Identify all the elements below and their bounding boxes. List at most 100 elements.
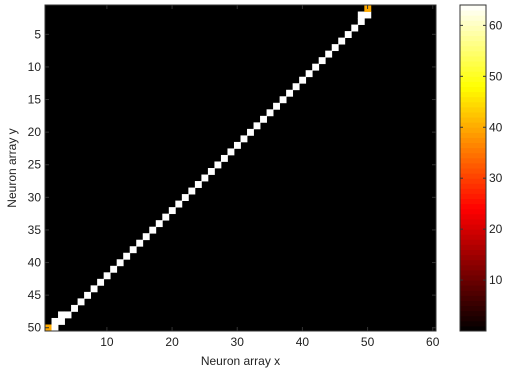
colorbar-strip [460,229,486,235]
x-tick-label: 20 [165,335,179,349]
y-tick-label: 35 [28,223,42,237]
heatmap-cell [266,109,274,117]
y-tick-label: 15 [28,93,42,107]
colorbar-strip [460,142,486,149]
x-tick-label: 60 [426,335,440,349]
colorbar-strip [460,188,486,194]
colorbar-strip [460,96,486,103]
colorbar-strip [460,193,486,200]
colorbar-strip [460,81,486,87]
colorbar-strip [460,198,486,205]
colorbar-strip [460,147,486,154]
heatmap-cell [110,265,118,273]
colorbar: 10 20 30 40 50 60 [459,4,503,332]
heatmap-cell [220,154,228,162]
colorbar-strip [460,234,486,240]
colorbar-strip [460,71,486,77]
heatmap-cell [58,311,65,319]
colorbar-strip [460,137,486,144]
heatmap-cell [325,50,333,58]
heatmap-cell [351,24,359,32]
y-axis-label: Neuron array y [5,128,19,207]
heatmap-cell [273,102,280,110]
colorbar-strip [460,111,486,118]
heatmap-cell [162,213,170,221]
colorbar-tick-label: 40 [489,120,503,134]
colorbar-strip [460,15,486,21]
colorbar-strip [460,157,486,164]
heatmap-cell [71,304,78,312]
heatmap-cell [97,278,105,286]
colorbar-strip [460,91,486,98]
heatmap-cell [299,76,307,84]
heatmap-cell [64,311,72,319]
colorbar-strip [460,40,486,47]
heatmap-cell [181,194,189,201]
colorbar-strip [460,122,486,128]
heatmap-cell [155,220,163,228]
colorbar-strip [460,152,486,159]
heatmap-cell [129,246,137,254]
colorbar-strip [460,101,486,108]
heatmap-cell [188,187,196,195]
x-tick-label: 40 [296,335,310,349]
colorbar-strip [460,30,486,37]
colorbar-strip [460,35,486,42]
colorbar-strip [460,50,486,57]
colorbar-tick-label: 60 [489,18,503,32]
colorbar-strip [460,213,486,220]
colorbar-strip [460,20,486,26]
colorbar-tick-label: 20 [489,222,503,236]
heatmap-cell [260,115,267,123]
colorbar-strip [460,325,486,332]
colorbar-tick-label: 10 [489,273,503,287]
colorbar-strip [460,168,486,174]
colorbar-strip [460,66,486,72]
colorbar-strip [460,117,486,123]
heatmap-cell [149,226,157,234]
colorbar-strip [460,76,486,82]
heatmap-cell [103,272,111,280]
heatmap-cell [357,18,365,25]
heatmap-cell [312,63,320,71]
colorbar-strip [460,5,486,11]
x-tick-label: 10 [100,335,114,349]
colorbar-strip [460,264,486,271]
heatmap-cell [214,161,222,169]
colorbar-strip [460,173,486,179]
plot-frame [44,4,437,332]
y-tick-label: 20 [28,125,42,139]
colorbar-strip [460,244,486,250]
heatmap-cell [136,239,144,247]
colorbar-strip [460,86,486,93]
heatmap-cell [207,168,215,175]
heatmap-cell [201,174,209,182]
y-tick-label: 50 [28,321,42,335]
heatmap-cell [58,317,65,325]
heatmap-cell [331,44,339,52]
heatmap-cells [45,5,372,332]
heatmap-cell [247,128,254,136]
heatmap-cell [318,57,326,65]
x-tick-label: 50 [361,335,375,349]
y-tick-label: 25 [28,158,42,172]
colorbar-strip [460,249,486,256]
colorbar-ticks: 10 20 30 40 50 60 [460,18,503,287]
colorbar-strip [460,106,486,113]
heatmap-cell [77,298,85,306]
colorbar-strip [460,300,486,307]
colorbar-strip [460,285,486,291]
colorbar-strip [460,203,486,210]
heatmap-cell [286,89,294,97]
heatmap-cell [227,148,235,156]
colorbar-strip [460,55,486,62]
colorbar-strip [460,224,486,230]
colorbar-strip [460,290,486,296]
colorbar-strip [460,162,486,169]
y-axis-ticks: 5 10 15 20 25 30 35 40 45 50 [28,27,436,335]
heatmap-cell [90,285,98,293]
heatmap-cell [364,11,372,19]
heatmap-cell [194,181,202,188]
colorbar-strip [460,259,486,266]
colorbar-frame [459,4,487,332]
